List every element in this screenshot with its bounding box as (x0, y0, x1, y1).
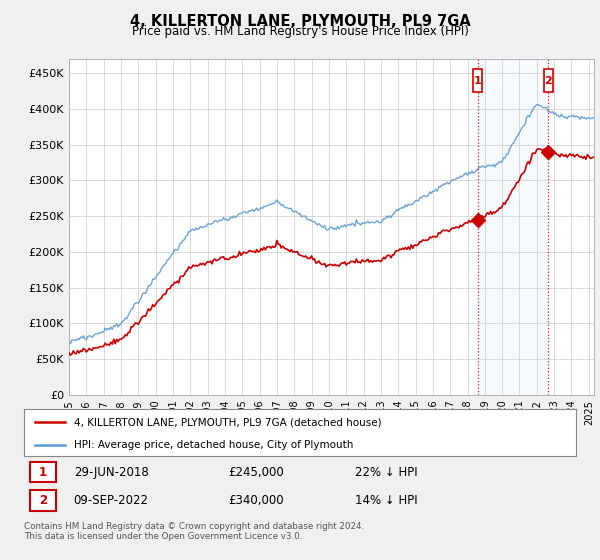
Text: 29-JUN-2018: 29-JUN-2018 (74, 465, 148, 479)
FancyBboxPatch shape (29, 490, 56, 511)
FancyBboxPatch shape (473, 69, 482, 92)
Text: HPI: Average price, detached house, City of Plymouth: HPI: Average price, detached house, City… (74, 440, 353, 450)
Text: 09-SEP-2022: 09-SEP-2022 (74, 494, 149, 507)
Text: 1: 1 (473, 76, 481, 86)
Text: 14% ↓ HPI: 14% ↓ HPI (355, 494, 418, 507)
Text: Contains HM Land Registry data © Crown copyright and database right 2024.
This d: Contains HM Land Registry data © Crown c… (24, 522, 364, 542)
Text: £340,000: £340,000 (228, 494, 284, 507)
FancyBboxPatch shape (544, 69, 553, 92)
Text: 1: 1 (39, 465, 47, 479)
Bar (478, 59, 548, 395)
Text: 2: 2 (545, 76, 553, 86)
Text: Price paid vs. HM Land Registry's House Price Index (HPI): Price paid vs. HM Land Registry's House … (131, 25, 469, 38)
FancyBboxPatch shape (29, 462, 56, 482)
Text: £245,000: £245,000 (228, 465, 284, 479)
Text: 4, KILLERTON LANE, PLYMOUTH, PL9 7GA (detached house): 4, KILLERTON LANE, PLYMOUTH, PL9 7GA (de… (74, 417, 382, 427)
Text: 22% ↓ HPI: 22% ↓ HPI (355, 465, 418, 479)
Text: 2: 2 (39, 494, 47, 507)
Text: 4, KILLERTON LANE, PLYMOUTH, PL9 7GA: 4, KILLERTON LANE, PLYMOUTH, PL9 7GA (130, 14, 470, 29)
